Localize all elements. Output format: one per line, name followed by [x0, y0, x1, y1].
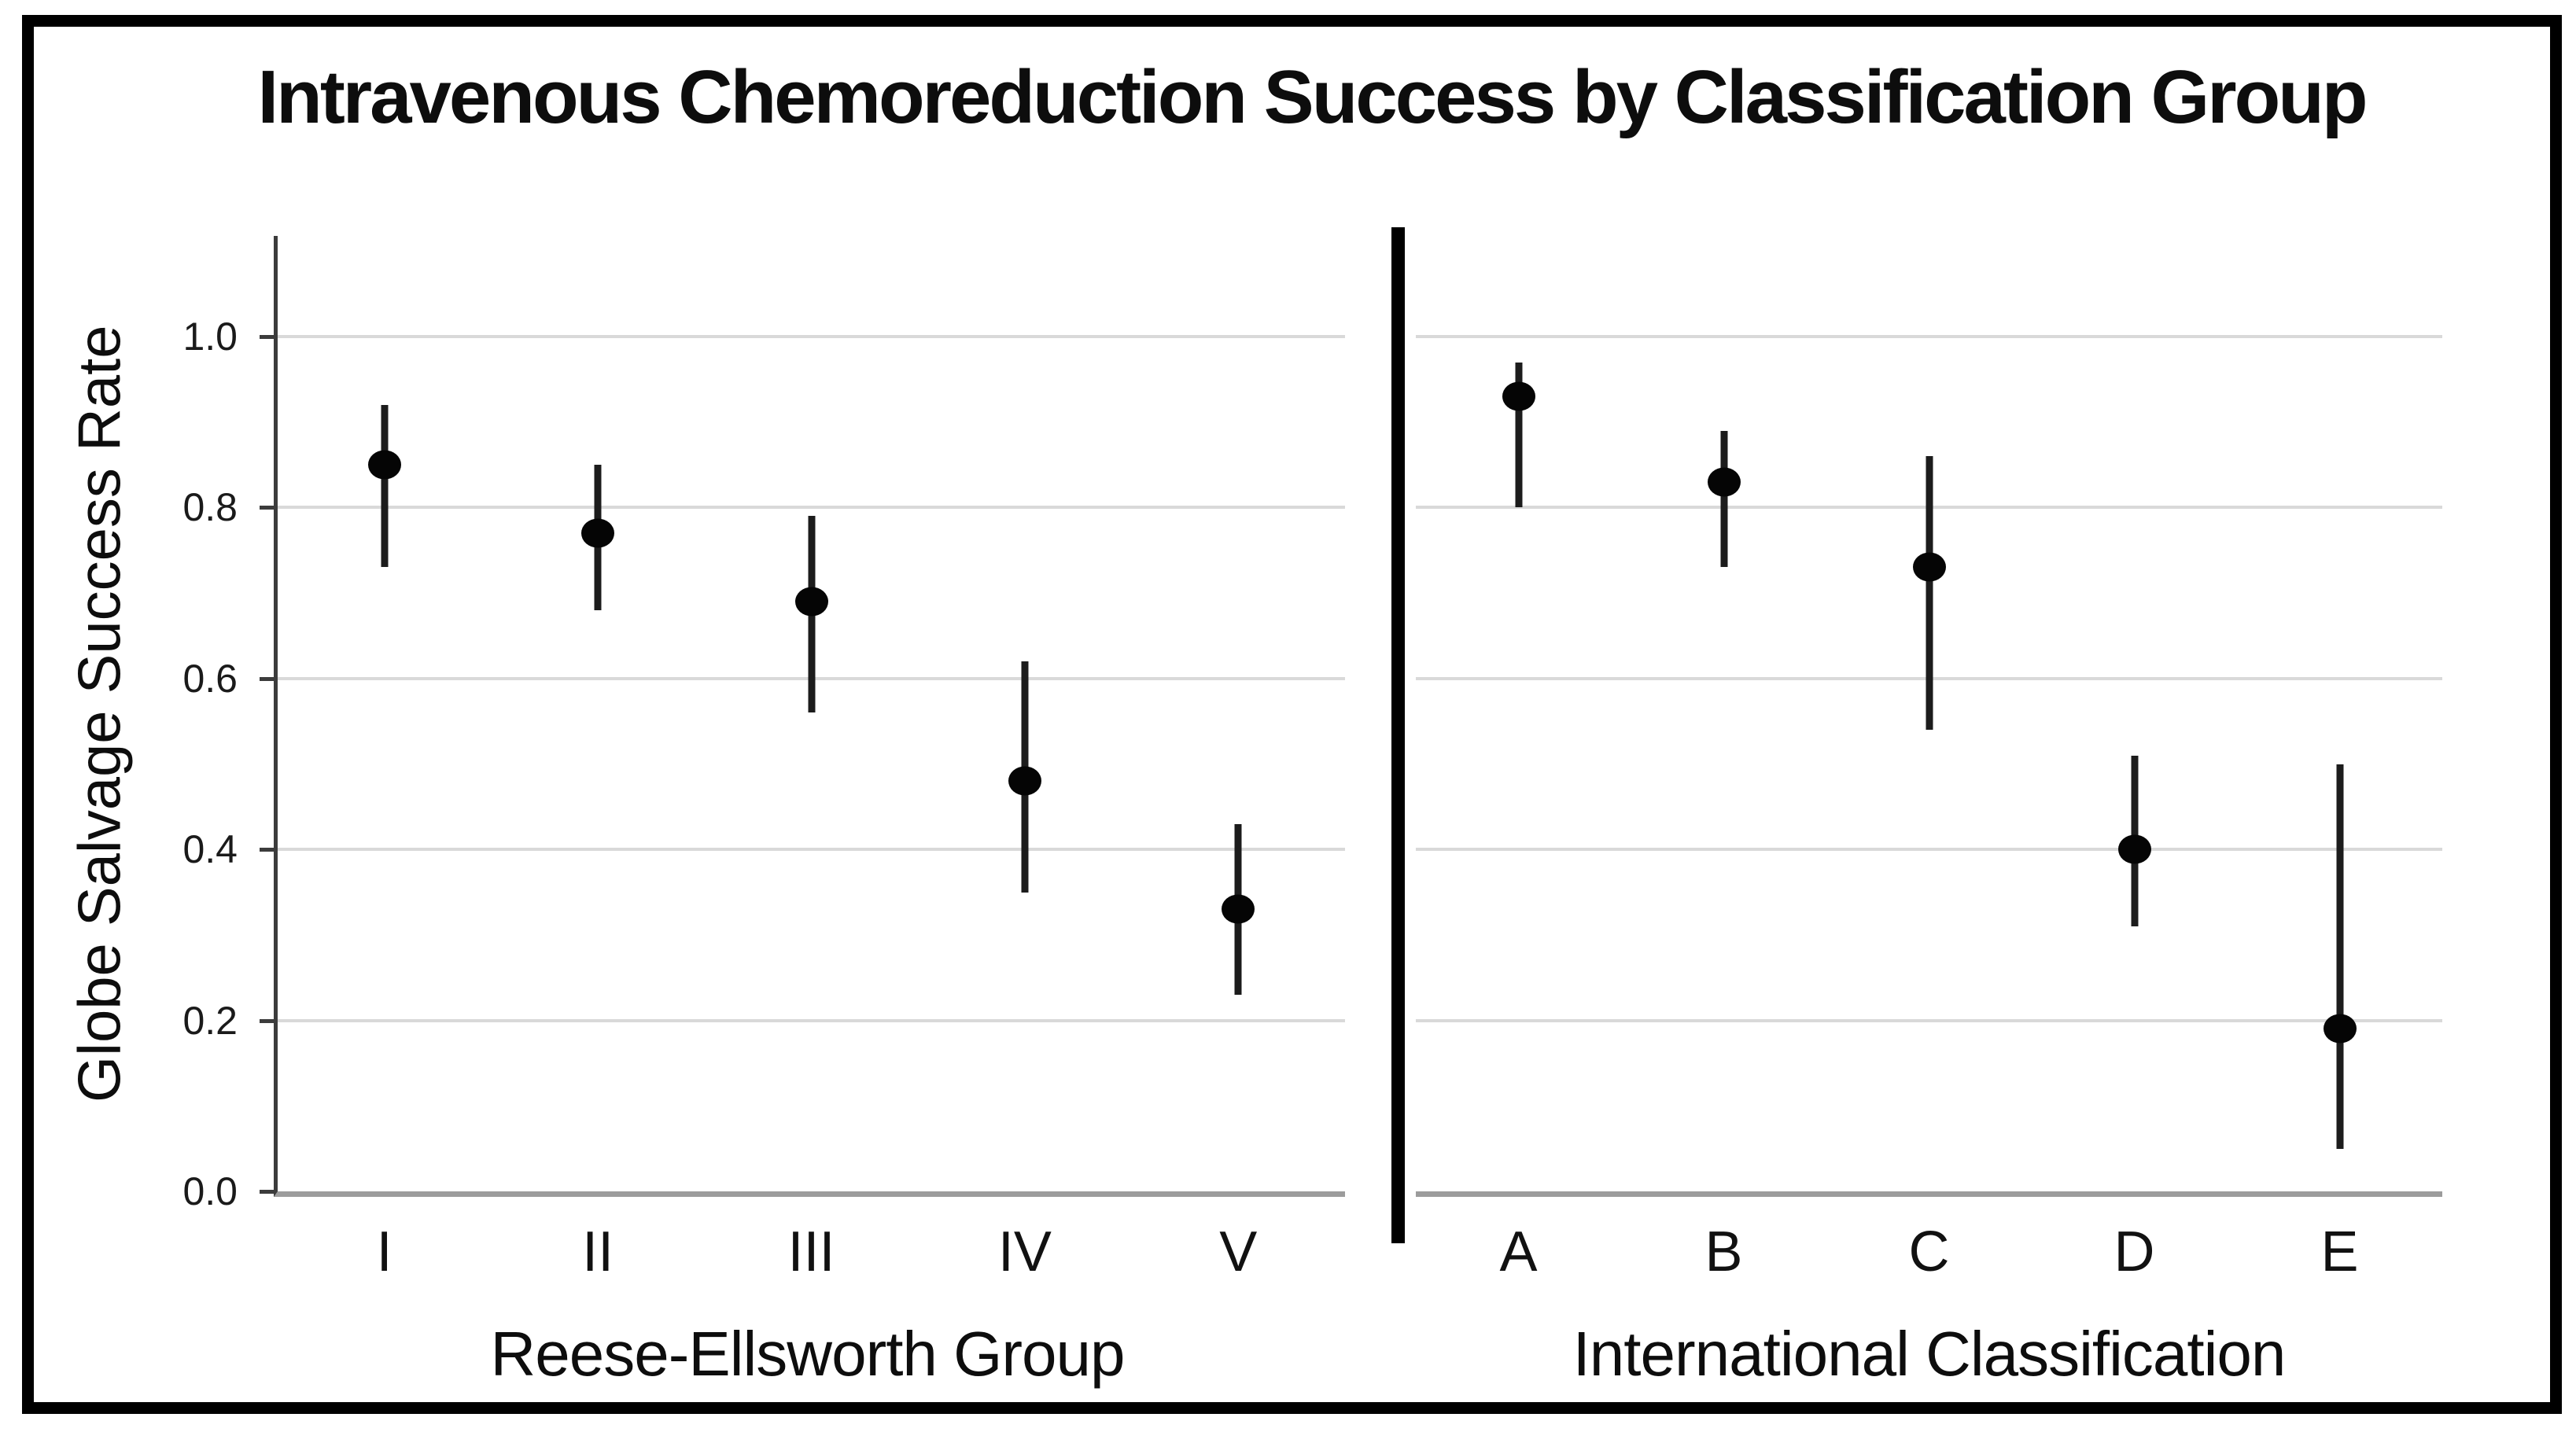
y-tick-label: 0.0 [182, 1169, 238, 1213]
y-axis-tick [260, 506, 274, 510]
y-tick-label: 0.8 [182, 485, 238, 530]
data-point [1008, 766, 1041, 796]
x-tick-label: E [2320, 1220, 2359, 1283]
gridline [278, 848, 1345, 852]
panel-international: A B C D E [1416, 236, 2442, 1283]
x-axis-title-international: International Classification [1572, 1319, 2287, 1389]
data-point [367, 450, 401, 480]
gridline [278, 335, 1345, 338]
x-tick-label: B [1704, 1220, 1743, 1283]
error-bar [2336, 764, 2343, 1149]
x-tick-label: I [376, 1220, 392, 1283]
x-tick-label: III [787, 1220, 835, 1283]
data-point [2117, 834, 2151, 864]
y-tick-label: 1.0 [182, 315, 238, 359]
gridline [278, 1018, 1345, 1022]
figure-border [22, 15, 2562, 1414]
y-axis-tick [260, 335, 274, 339]
error-bar [1515, 362, 1522, 508]
x-tick-label: V [1219, 1220, 1258, 1283]
y-axis-tick [260, 848, 274, 852]
data-point [581, 518, 615, 548]
gridline [1416, 1018, 2442, 1022]
y-axis-tick [260, 676, 274, 681]
y-axis-title: Globe Salvage Success Rate [66, 325, 134, 1103]
chart-title: Intravenous Chemoreduction Success by Cl… [257, 55, 2368, 139]
x-tick-label: II [582, 1220, 614, 1283]
panel-divider-line [1391, 227, 1405, 1243]
y-tick-label: 0.2 [182, 998, 238, 1043]
data-point [1707, 467, 1741, 497]
y-axis-tick [260, 1018, 274, 1023]
x-axis-title-reese-ellsworth: Reese-Ellsworth Group [490, 1319, 1126, 1389]
data-point [794, 587, 828, 617]
x-tick-label: IV [997, 1220, 1052, 1283]
data-point [1912, 552, 1946, 582]
error-bar [381, 404, 389, 568]
x-tick-label: D [2113, 1220, 2155, 1283]
error-bar [1720, 430, 1727, 568]
error-bar [1926, 456, 1933, 730]
data-point [2323, 1014, 2357, 1044]
gridline [1416, 335, 2442, 338]
y-axis-tick [260, 1190, 274, 1194]
data-point [1222, 894, 1255, 924]
panel-reese-ellsworth: I II III IV V [260, 236, 1345, 1283]
y-tick-label: 0.6 [182, 656, 238, 701]
gridline [278, 506, 1345, 510]
x-tick-label: C [1908, 1220, 1950, 1283]
y-tick-label: 0.4 [182, 827, 238, 872]
x-tick-label: A [1499, 1220, 1538, 1283]
gridline [1416, 848, 2442, 852]
data-point [1502, 381, 1535, 411]
